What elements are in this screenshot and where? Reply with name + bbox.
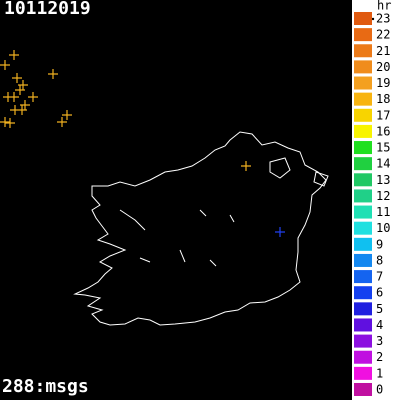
legend-label: 0 [376,382,383,396]
legend-header: hr [377,0,391,13]
legend-swatch [354,382,372,396]
strikes [0,50,285,237]
legend-swatch [354,76,372,90]
legend-label: 13 [376,173,390,187]
legend-label: 14 [376,157,390,171]
legend-label: 1 [376,366,383,380]
legend-label: 4 [376,318,383,332]
legend-swatch [354,286,372,300]
legend-label: 3 [376,334,383,348]
legend-label: 21 [376,44,390,58]
legend-label: 23 [376,12,390,26]
legend-swatch [354,189,372,203]
legend-label: 20 [376,60,390,74]
legend-label: 6 [376,286,383,300]
coastline [73,131,327,326]
legend-swatch [354,28,372,42]
message-count: 288:msgs [2,376,89,397]
legend-swatch [354,108,372,122]
legend-swatch [354,92,372,106]
coastline-detail [119,157,329,267]
legend-swatch [354,221,372,235]
legend-label: 10 [376,221,390,235]
legend-swatch [354,124,372,138]
legend-label: 11 [376,205,390,219]
map-background [0,0,352,400]
legend-label: 2 [376,350,383,364]
legend-label: 15 [376,141,390,155]
legend-swatch [354,60,372,74]
legend-label: 19 [376,76,390,90]
legend-label: 16 [376,124,390,138]
legend-swatch [354,141,372,155]
legend-swatch [354,205,372,219]
legend-swatch [354,253,372,267]
legend-swatch [354,334,372,348]
legend-swatch [354,157,372,171]
legend-swatch [354,318,372,332]
legend-label: 5 [376,302,383,316]
legend-label: 7 [376,270,383,284]
legend-swatch [354,302,372,316]
legend-swatch [354,173,372,187]
legend-swatch [354,350,372,364]
legend-swatch [354,366,372,380]
legend-swatch [354,12,372,25]
legend-label: 22 [376,28,390,42]
legend-swatch [354,44,372,58]
legend-label: 17 [376,108,390,122]
legend-label: 8 [376,253,383,267]
legend-label: 18 [376,92,390,106]
title: 10112019 [4,0,91,19]
legend-swatch [354,270,372,284]
legend-label: 12 [376,189,390,203]
current-hour-marker [371,17,375,21]
legend-label: 9 [376,237,383,251]
legend-swatch [354,237,372,251]
